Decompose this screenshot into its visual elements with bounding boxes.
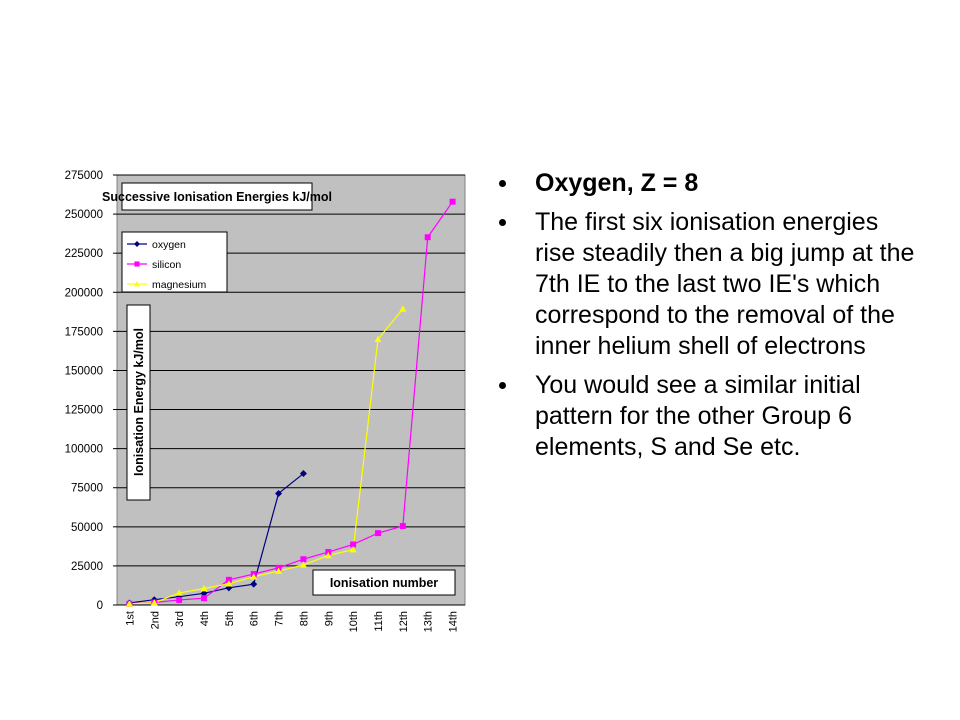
bullet: You would see a similar initial pattern … <box>497 370 917 463</box>
marker <box>250 580 258 588</box>
x-tick-label: 13th <box>423 611 435 632</box>
marker <box>349 546 357 553</box>
marker <box>424 234 431 241</box>
marker <box>275 567 283 574</box>
title-box <box>121 182 313 211</box>
series-line <box>129 308 404 605</box>
marker <box>275 489 283 497</box>
marker <box>200 589 208 597</box>
y-tick-label: 175000 <box>65 326 103 338</box>
x-tick-label: 12th <box>398 611 410 632</box>
legend-label: oxygen <box>152 239 186 251</box>
x-axis-label: Ionisation number <box>330 576 438 590</box>
marker <box>399 305 407 312</box>
x-tick-label: 7th <box>274 611 286 626</box>
bullet-list: Oxygen, Z = 8 The first six ionisation en… <box>497 168 917 471</box>
y-tick-label: 200000 <box>65 287 103 299</box>
marker <box>299 470 307 478</box>
marker <box>375 530 381 537</box>
x-tick-label: 5th <box>224 611 236 626</box>
marker <box>200 585 208 592</box>
chart-title: Successive Ionisation Energies kJ/mol <box>102 190 332 204</box>
y-tick-label: 250000 <box>65 209 103 221</box>
marker <box>175 589 183 596</box>
bullet: The first six ionisation energies rise s… <box>497 207 917 362</box>
y-label-box <box>126 304 151 501</box>
lines <box>125 198 456 607</box>
y-tick-label: 25000 <box>71 561 103 573</box>
y-tick-label: 100000 <box>65 444 103 456</box>
marker <box>324 552 332 559</box>
marker <box>300 556 307 563</box>
legend-label: silicon <box>152 259 181 271</box>
legend-marker <box>134 281 140 287</box>
marker <box>150 599 158 606</box>
x-tick-label: 6th <box>249 611 261 626</box>
y-tick-label: 75000 <box>71 483 103 495</box>
y-tick-label: 150000 <box>65 365 103 377</box>
x-tick-label: 2nd <box>149 611 161 629</box>
marker <box>125 600 133 607</box>
series-line <box>129 201 454 605</box>
y-tick-label: 275000 <box>65 170 103 182</box>
x-tick-label: 8th <box>298 611 310 626</box>
x-label-box <box>312 569 456 596</box>
marker <box>399 523 406 530</box>
marker <box>201 595 207 602</box>
legend-label: magnesium <box>152 279 207 291</box>
chart: Successive Ionisation Energies kJ/mol Io… <box>45 165 470 640</box>
marker <box>449 198 456 205</box>
x-tick-label: 11th <box>373 611 385 632</box>
x-tick-label: 9th <box>323 611 335 626</box>
x-tick-label: 1st <box>124 611 136 626</box>
marker <box>299 561 307 568</box>
marker <box>250 573 258 580</box>
marker <box>350 541 357 548</box>
marker <box>225 576 232 583</box>
legend: oxygen silicon magnesium <box>121 231 228 293</box>
y-tick-label: 225000 <box>65 248 103 260</box>
x-tick-label: 14th <box>448 611 460 632</box>
x-tick-label: 4th <box>199 611 211 626</box>
bullet: Oxygen, Z = 8 <box>497 168 917 199</box>
y-tick-label: 50000 <box>71 522 103 534</box>
grid <box>113 174 465 606</box>
x-tick-label: 10th <box>348 611 360 632</box>
marker <box>374 335 382 343</box>
marker <box>176 596 183 603</box>
legend-marker <box>134 261 140 267</box>
marker <box>225 580 233 587</box>
y-axis-label: Ionisation Energy kJ/mol <box>132 328 146 476</box>
legend-marker <box>134 241 140 247</box>
y-tick-label: 125000 <box>65 405 103 417</box>
series-line <box>129 473 304 604</box>
y-tick-label: 0 <box>97 600 103 612</box>
x-tick-label: 3rd <box>174 611 186 627</box>
